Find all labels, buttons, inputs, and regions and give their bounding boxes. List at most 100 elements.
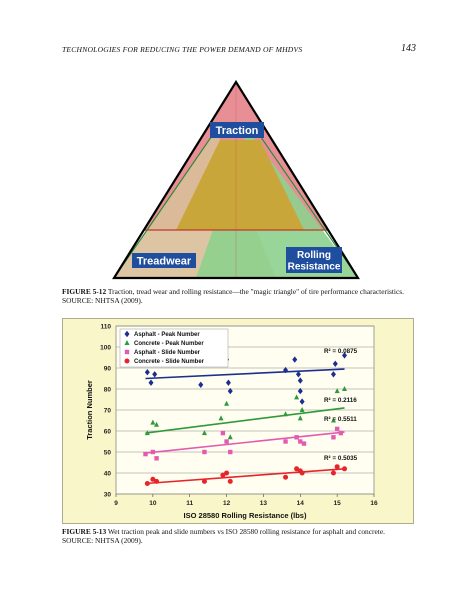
x-tick-label: 12 — [223, 500, 231, 507]
trend-line — [145, 368, 345, 380]
figure-5-13-label: FIGURE 5-13 — [62, 527, 107, 536]
figure-5-13-text: Wet traction peak and slide numbers vs I… — [106, 527, 385, 536]
y-tick-label: 90 — [104, 366, 112, 373]
data-point — [220, 430, 226, 436]
data-point — [330, 371, 336, 378]
data-point — [294, 466, 300, 472]
figure-5-12-caption: FIGURE 5-12 Traction, tread wear and rol… — [62, 287, 422, 305]
data-point — [198, 381, 204, 388]
x-tick-label: 16 — [370, 500, 378, 507]
data-point — [144, 430, 150, 436]
running-head: TECHNOLOGIES FOR REDUCING THE POWER DEMA… — [62, 45, 303, 54]
rolling-resistance-label-line1: Rolling — [297, 250, 331, 261]
y-tick-label: 40 — [104, 471, 112, 478]
x-tick-label: 13 — [260, 500, 268, 507]
x-tick-label: 14 — [297, 500, 305, 507]
data-point — [301, 441, 307, 446]
traction-chart: 30 40 50 60 70 80 90 100 110 9 10 11 12 13 14 15 16 ISO 2… — [62, 318, 414, 524]
traction-label-box — [210, 122, 264, 138]
data-point — [154, 421, 160, 427]
y-tick-label: 110 — [101, 324, 112, 331]
data-point — [334, 464, 340, 470]
data-point — [283, 474, 289, 480]
rolling-resistance-label-line2: Resistance — [288, 262, 341, 273]
data-point — [150, 476, 156, 482]
data-point — [299, 470, 305, 476]
data-point — [144, 481, 150, 486]
y-tick-label: 60 — [104, 429, 112, 436]
x-axis-label: ISO 28580 Rolling Resistance (lbs) — [184, 511, 307, 520]
y-tick-label: 50 — [104, 450, 112, 457]
data-point — [225, 379, 231, 386]
triangle-outline — [112, 80, 360, 280]
figure-5-13-caption: FIGURE 5-13 Wet traction peak and slide … — [62, 527, 422, 545]
traction-chart-svg: 30 40 50 60 70 80 90 100 110 9 10 11 12 13 14 15 16 ISO 2… — [62, 318, 414, 524]
trend-line — [145, 468, 345, 485]
data-point — [331, 435, 336, 440]
data-point — [283, 366, 289, 374]
data-point — [150, 449, 156, 455]
data-point — [227, 478, 233, 484]
legend-entry: Asphalt - Slide Number — [134, 350, 201, 356]
data-point — [224, 400, 230, 406]
y-tick-label: 30 — [104, 492, 112, 499]
data-point — [294, 435, 299, 440]
data-point — [150, 419, 156, 425]
data-point — [124, 330, 130, 338]
data-point — [143, 451, 148, 457]
data-point — [154, 456, 159, 461]
treadwear-label: Treadwear — [137, 256, 192, 268]
data-point — [297, 377, 303, 384]
data-point — [201, 430, 207, 436]
r-squared-label: R² = 0.0875 — [324, 348, 358, 355]
y-tick-label: 100 — [100, 345, 111, 352]
y-axis-label: Traction Number — [85, 380, 94, 440]
y-tick-label: 80 — [104, 387, 112, 394]
data-point — [334, 388, 340, 394]
data-point — [338, 430, 344, 436]
data-point — [124, 340, 130, 345]
data-point — [227, 434, 233, 440]
data-point — [124, 349, 130, 355]
figure-5-12-source: SOURCE: NHTSA (2009). — [62, 296, 143, 305]
overlap-region — [176, 140, 304, 230]
figure-5-12-label: FIGURE 5-12 — [62, 287, 107, 296]
r-squared-label: R² = 0.5035 — [324, 455, 358, 462]
data-point — [342, 352, 348, 359]
data-point — [224, 439, 229, 444]
x-tick-label: 10 — [149, 500, 157, 507]
data-point — [299, 407, 305, 412]
trend-line — [145, 431, 345, 454]
data-point — [224, 470, 230, 476]
data-point — [330, 417, 336, 423]
data-point — [202, 449, 207, 455]
magic-triangle-figure: Traction Treadwear Rolling Resistance — [112, 80, 360, 280]
data-point — [154, 478, 160, 484]
x-tick-label: 15 — [334, 500, 342, 507]
data-point — [227, 387, 233, 395]
legend-entry: Concrete - Peak Number — [134, 341, 204, 347]
data-point — [297, 415, 303, 421]
data-point — [228, 449, 233, 455]
legend-entry: Asphalt - Peak Number — [134, 332, 200, 338]
data-point — [144, 369, 150, 376]
data-point — [332, 360, 338, 367]
data-point — [299, 398, 305, 405]
data-point — [201, 478, 207, 484]
legend-entry: Concrete - Slide Number — [134, 359, 205, 365]
data-point — [334, 426, 340, 432]
rolling-resistance-label-box — [286, 247, 342, 273]
traction-label: Traction — [216, 125, 259, 137]
data-point — [148, 379, 154, 386]
legend-box — [119, 328, 229, 368]
data-point — [297, 387, 303, 395]
x-tick-label: 9 — [114, 500, 118, 507]
treadwear-label-box — [132, 253, 196, 268]
data-point — [292, 356, 298, 363]
data-point — [152, 371, 158, 378]
data-point — [298, 439, 303, 444]
figure-5-13-source: SOURCE: NHTSA (2009). — [62, 536, 143, 545]
data-point — [220, 472, 226, 478]
r-squared-label: R² = 0.5511 — [324, 416, 357, 423]
legend: Asphalt - Peak Number Concrete - Peak Num… — [119, 328, 229, 368]
